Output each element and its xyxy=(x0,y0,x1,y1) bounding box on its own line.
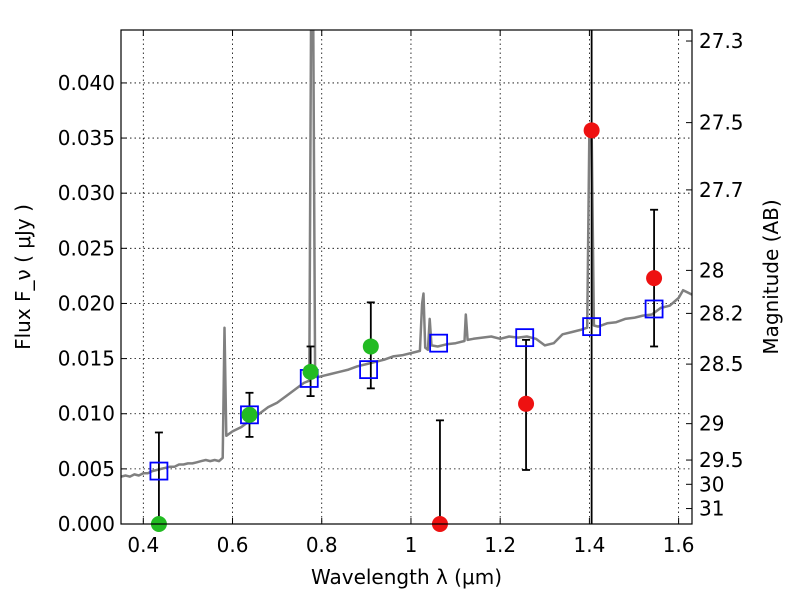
x-tick-label: 0.6 xyxy=(217,533,249,557)
y-tick-label: 0.025 xyxy=(58,236,115,260)
nondetection-marker xyxy=(646,270,663,287)
model-square-marker xyxy=(240,405,259,425)
detection-marker xyxy=(241,406,258,423)
mag-tick-label: 27.5 xyxy=(699,111,744,135)
y-axis-label: Flux F_ν ( μJy ) xyxy=(11,204,35,350)
x-tick-label: 0.8 xyxy=(306,533,338,557)
errorbar-layer xyxy=(154,30,659,524)
y-tick-label: 0.030 xyxy=(58,181,115,205)
nondetection-marker xyxy=(583,122,600,139)
nondetection-marker xyxy=(518,395,535,412)
detection-marker xyxy=(362,338,379,355)
spectrum-line xyxy=(121,30,692,478)
x-tick-label: 1.2 xyxy=(484,533,516,557)
mag-tick-label: 30 xyxy=(699,472,724,496)
mag-tick-label: 27.3 xyxy=(699,29,744,53)
x-axis-label: Wavelength λ (μm) xyxy=(311,565,502,589)
detection-marker xyxy=(302,363,319,380)
y-tick-label: 0.015 xyxy=(58,347,115,371)
mag-tick-label: 31 xyxy=(699,497,724,521)
mag-tick-label: 27.7 xyxy=(699,178,744,202)
y-tick-label: 0.005 xyxy=(58,457,115,481)
model-square-marker xyxy=(582,317,602,337)
model-square-marker xyxy=(149,461,169,481)
x-tick-label: 1.4 xyxy=(573,533,605,557)
y-tick-label: 0.035 xyxy=(58,126,115,150)
grid xyxy=(121,30,692,525)
mag-tick-label: 28.2 xyxy=(699,301,744,325)
labels: 0.4 0.6 0.8 1 1.2 1.4 1.6 0.000 0.005 0.010 0.015 0… xyxy=(58,29,744,557)
x-tick-label: 1 xyxy=(405,533,418,557)
model-square-marker xyxy=(644,299,664,319)
mag-tick-label: 29 xyxy=(699,412,724,436)
mag-tick-label: 28 xyxy=(699,258,724,282)
mag-tick-label: 28.5 xyxy=(699,352,744,376)
y2-axis-label: Magnitude (AB) xyxy=(759,199,783,354)
y-tick-label: 0.040 xyxy=(58,71,115,95)
ticks xyxy=(121,30,692,525)
plot-frame xyxy=(120,29,693,525)
y-tick-label: 0.000 xyxy=(58,512,115,536)
y-tick-label: 0.010 xyxy=(58,402,115,426)
model-square-marker xyxy=(515,328,535,348)
x-tick-label: 1.6 xyxy=(663,533,695,557)
model-square-marker xyxy=(359,360,378,380)
mag-tick-label: 29.5 xyxy=(699,448,744,472)
spectrum-layer xyxy=(121,30,692,478)
model-square-marker xyxy=(429,333,449,353)
x-tick-label: 0.4 xyxy=(127,533,159,557)
y-tick-label: 0.020 xyxy=(58,291,115,315)
